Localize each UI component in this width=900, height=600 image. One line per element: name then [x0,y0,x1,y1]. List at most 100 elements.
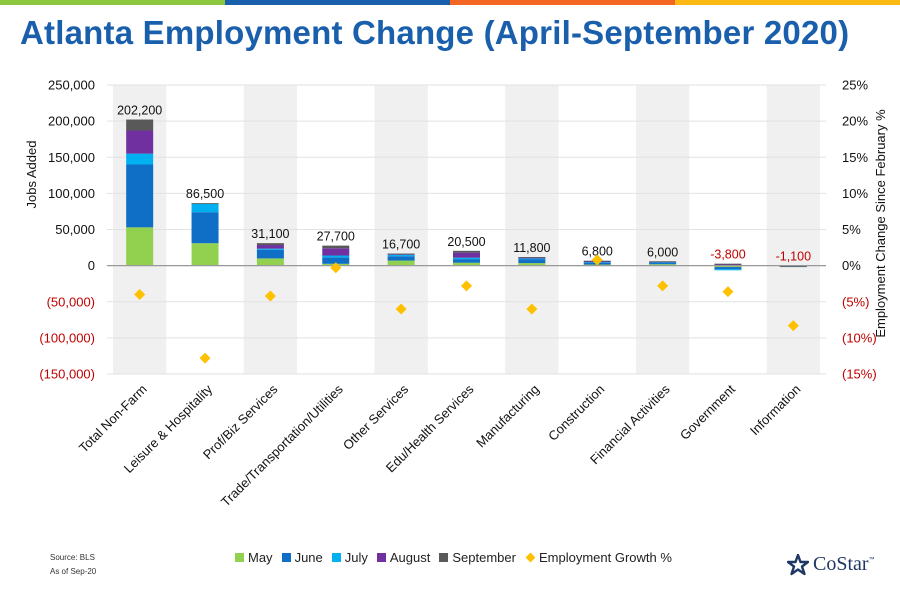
y-tick-label: (100,000) [39,330,95,345]
bar-segment-july [256,248,284,250]
legend-swatch [281,553,291,562]
y2-tick-label: 15% [842,150,868,165]
legend-label: June [294,550,323,565]
growth-marker [526,303,538,315]
bar-segment-july [453,257,480,260]
y2-tick-label: 0% [842,258,861,273]
bar-segment-july [322,255,350,258]
bar-segment-september [518,257,546,258]
legend-label: Employment Growth % [538,550,672,565]
legend-label: August [389,550,431,565]
y2-tick-label: 5% [842,222,861,237]
y2-tick-label: 25% [842,78,868,93]
y2-tick-label: 20% [842,114,868,129]
category-label: Other Services [340,381,412,453]
bar-segment-august [453,252,480,258]
page-title: Atlanta Employment Change (April-Septemb… [20,14,850,51]
bar-segment-june [126,164,154,228]
top-bar-segment [225,0,450,5]
bar-segment-september [256,243,284,246]
bar-segment-august [126,130,154,154]
bar-segment-september [714,263,742,265]
bar-segment-june [256,249,284,259]
growth-marker [461,280,472,292]
bar-segment-may [387,260,415,266]
bar-segment-may [518,263,546,266]
growth-marker [264,290,276,302]
y-tick-label: (150,000) [39,367,95,382]
bar-segment-july [518,258,546,260]
category-label: Manufacturing [473,382,542,451]
legend-swatch [235,553,244,562]
growth-marker [134,289,146,301]
bar-segment-june [191,212,219,244]
bar-total-label: -1,100 [776,250,811,264]
bar-segment-may [126,227,154,266]
legend-label: September [452,550,516,565]
bar-segment-may [256,258,284,266]
growth-marker [722,286,734,298]
y-tick-label: 250,000 [48,78,95,93]
y2-axis-title: Employment Change Since February % [873,109,888,338]
bar-segment-july [714,269,742,271]
bar-segment-september [387,253,415,255]
legend-label: July [344,550,368,565]
category-label: Total Non-Farm [76,382,150,456]
bar-segment-june [714,267,742,270]
legend-label: May [248,550,273,565]
growth-marker [787,320,799,332]
category-label: Government [677,381,738,442]
legend-diamond-icon [525,552,536,563]
growth-marker [591,254,603,266]
bar-segment-september [649,261,677,263]
bar-segment-may [649,264,677,266]
growth-marker [657,280,669,292]
legend-item-may: May [235,550,273,565]
top-color-bar [0,0,900,5]
bar-total-label: 31,100 [251,227,289,241]
source-text: Source: BLS [50,553,95,562]
chart-legend: May June July August September Employmen… [235,550,681,565]
category-label: Information [747,382,804,439]
growth-marker [330,262,342,274]
bar-total-label: 6,800 [582,245,613,259]
bar-segment-august [714,264,742,266]
bar-total-label: 16,700 [382,238,420,252]
legend-item-growth: Employment Growth % [525,550,672,565]
top-bar-segment [675,0,900,5]
bar-segment-may [191,243,219,266]
category-label: Construction [545,382,607,444]
growth-marker [395,303,407,315]
bar-segment-august [256,245,284,249]
y-axis-title: Jobs Added [24,141,39,209]
y-tick-label: (50,000) [47,294,95,309]
legend-item-july: July [331,550,368,565]
bar-segment-may [714,265,742,268]
bar-total-label: 6,000 [647,245,678,259]
bar-segment-june [453,259,480,263]
top-bar-segment [450,0,675,5]
y-tick-label: 150,000 [48,150,95,165]
bar-segment-july [191,203,219,213]
bar-segment-july [387,254,415,257]
bar-total-label: 27,700 [317,230,355,244]
legend-item-june: June [281,550,323,565]
y-tick-label: 0 [88,258,95,273]
bar-segment-september [126,119,154,131]
costar-logo: CoStar ™ [787,553,875,576]
bar-segment-june [518,259,546,264]
y2-tick-label: (15%) [842,367,877,382]
bar-segment-june [322,257,350,264]
y2-tick-label: 10% [842,186,868,201]
costar-star-icon [787,553,809,575]
bar-segment-may [453,262,480,266]
top-bar-segment [0,0,225,5]
legend-item-august: August [376,550,431,565]
y2-tick-label: (5%) [842,294,869,309]
bar-segment-september [453,250,480,253]
y-tick-label: 50,000 [55,222,95,237]
category-label: Trade/Transportation/Utilities [218,381,346,509]
bar-segment-september [322,245,350,249]
logo-trademark: ™ [868,557,875,563]
